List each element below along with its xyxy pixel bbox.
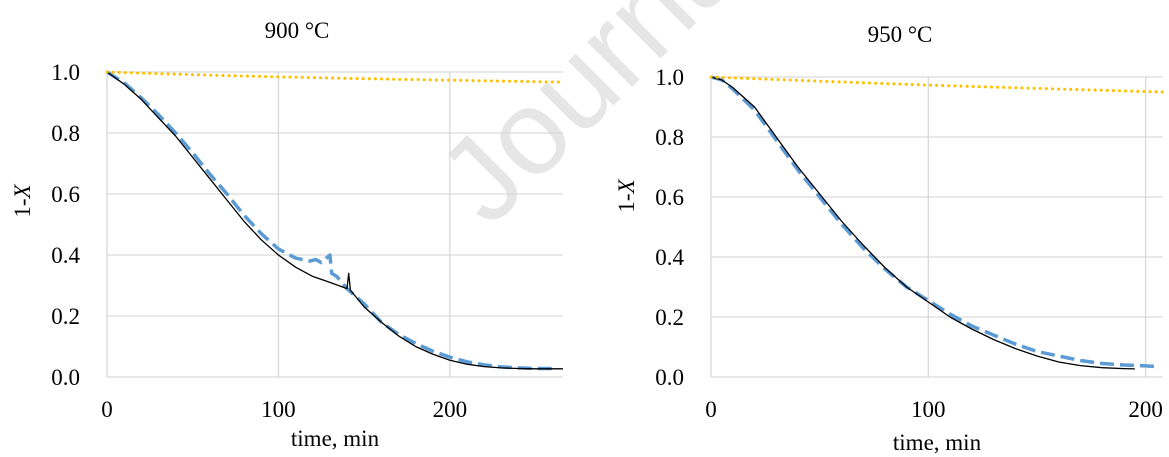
measured-series-line xyxy=(710,75,1157,369)
x-tick-label: 200 xyxy=(433,397,468,422)
y-tick-label: 1.0 xyxy=(655,65,684,90)
y-axis-title-variable: X xyxy=(614,178,639,194)
y-tick-label: 0.6 xyxy=(51,182,80,207)
y-tick-label: 0.0 xyxy=(51,365,80,390)
chart-950C: 0.0 0.2 0.4 0.6 0.8 1.0 0 100 200 950 °C time, min… xyxy=(614,22,1165,455)
model-series-line xyxy=(710,76,1135,370)
y-tick-label: 0.8 xyxy=(655,125,684,150)
x-tick-label: 100 xyxy=(911,397,946,422)
model-series-line xyxy=(106,71,563,370)
y-tick-label: 0.6 xyxy=(655,185,684,210)
y-axis-title-prefix: 1- xyxy=(614,193,639,212)
measured-series-line xyxy=(106,70,553,371)
y-tick-label: 0.2 xyxy=(51,304,80,329)
y-tick-label: 0.4 xyxy=(51,243,80,268)
x-tick-label: 0 xyxy=(705,397,717,422)
chart-title: 900 °C xyxy=(265,18,330,43)
y-tick-label: 1.0 xyxy=(51,60,80,85)
reference-series-line xyxy=(105,70,565,84)
y-tick-label: 0.4 xyxy=(655,245,684,270)
y-axis-title-prefix: 1- xyxy=(10,198,35,217)
y-tick-label: 0.2 xyxy=(655,305,684,330)
reference-series-line xyxy=(709,75,1165,94)
y-axis-title: 1-X xyxy=(10,183,35,217)
watermark: Journal xyxy=(413,0,786,248)
chart-title: 950 °C xyxy=(868,22,933,47)
x-tick-label: 200 xyxy=(1128,397,1163,422)
x-axis-title: time, min xyxy=(291,426,380,451)
y-tick-label: 0.0 xyxy=(655,365,684,390)
y-axis-title-variable: X xyxy=(10,183,35,199)
x-tick-label: 100 xyxy=(261,397,296,422)
x-tick-label: 0 xyxy=(101,397,113,422)
chart-900C: 0.0 0.2 0.4 0.6 0.8 1.0 0 100 200 900 °C time, min… xyxy=(10,18,565,451)
x-axis-title: time, min xyxy=(893,430,982,455)
y-axis-title: 1-X xyxy=(614,178,639,212)
y-tick-label: 0.8 xyxy=(51,121,80,146)
